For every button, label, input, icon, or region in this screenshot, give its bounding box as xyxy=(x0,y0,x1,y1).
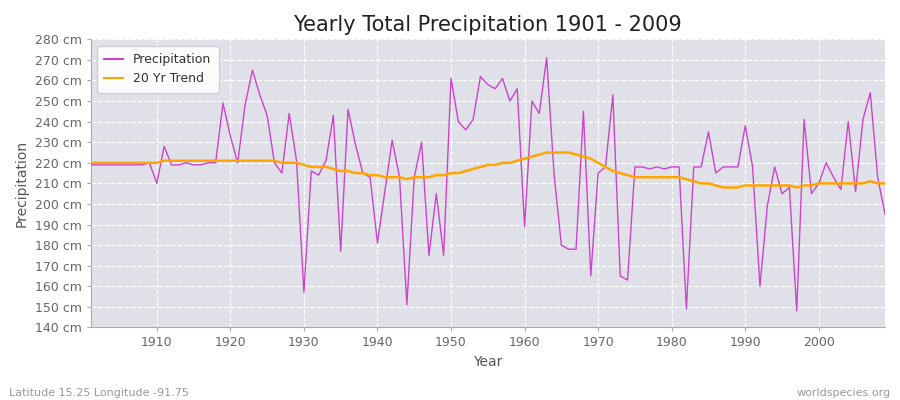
Legend: Precipitation, 20 Yr Trend: Precipitation, 20 Yr Trend xyxy=(97,46,219,93)
Text: worldspecies.org: worldspecies.org xyxy=(796,388,891,398)
X-axis label: Year: Year xyxy=(473,355,502,369)
Title: Yearly Total Precipitation 1901 - 2009: Yearly Total Precipitation 1901 - 2009 xyxy=(293,15,682,35)
Text: Latitude 15.25 Longitude -91.75: Latitude 15.25 Longitude -91.75 xyxy=(9,388,189,398)
Y-axis label: Precipitation: Precipitation xyxy=(15,140,29,227)
